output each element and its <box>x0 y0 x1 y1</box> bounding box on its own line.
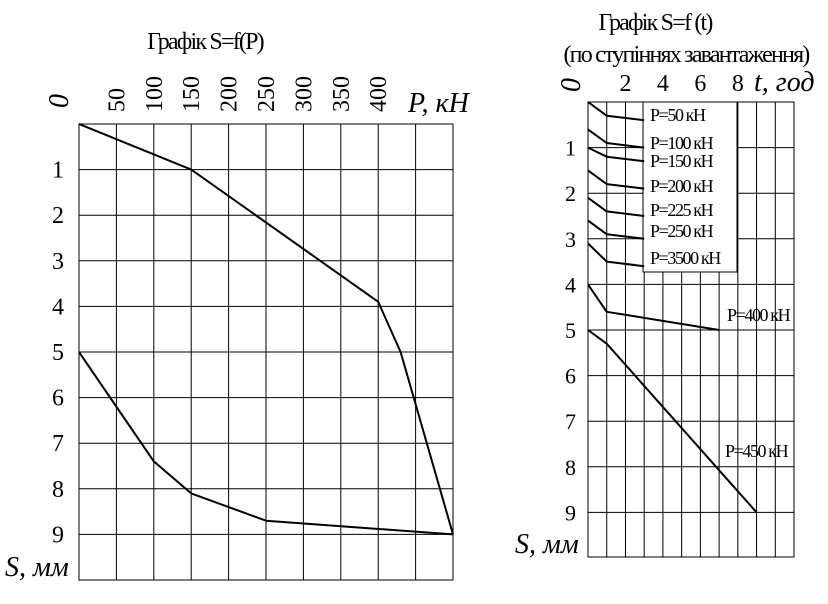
x-tick-label: 300 <box>291 76 317 112</box>
y-axis-label: S, мм <box>515 529 579 560</box>
y-tick-label: 4 <box>52 294 64 320</box>
y-tick-label: 3 <box>52 249 64 275</box>
y-tick-label: 6 <box>52 386 64 412</box>
series-label: P=450 кН <box>725 441 789 461</box>
series-label: P=3500 кН <box>650 248 721 268</box>
origin-label: 0 <box>556 78 587 92</box>
series-line <box>587 101 645 122</box>
y-tick-label: 1 <box>565 136 576 161</box>
series-line <box>587 128 645 149</box>
origin-label: 0 <box>44 94 75 108</box>
chart-title: Графік S=f (t) <box>598 10 712 36</box>
y-tick-label: 7 <box>565 409 576 434</box>
y-tick-label: 5 <box>52 340 64 366</box>
y-tick-label: 6 <box>565 364 576 389</box>
x-tick-label: 250 <box>254 76 280 112</box>
series-line <box>587 329 758 514</box>
series-label: P=200 кН <box>650 176 714 196</box>
series-line <box>587 219 645 240</box>
y-tick-label: 9 <box>52 522 64 548</box>
series-line <box>587 169 645 190</box>
chart-subtitle: (по ступіннях завантаження) <box>563 42 809 68</box>
series-line-loading <box>78 123 454 535</box>
series-label: P=250 кН <box>650 221 714 241</box>
x-tick-label: 2 <box>619 71 631 97</box>
chart-title: Графік S=f(P) <box>147 29 264 55</box>
y-tick-label: 8 <box>565 455 576 480</box>
y-tick-label: 7 <box>52 431 64 457</box>
y-tick-label: 1 <box>52 158 64 184</box>
series-label: P=50 кН <box>650 105 706 125</box>
series-line <box>587 283 720 331</box>
x-axis-label: t, год <box>754 67 815 98</box>
settlement-load-chart: Графік S=f(P) 0 50 100 150 200 250 300 350 400 P, … <box>5 29 471 583</box>
series-label: P=150 кН <box>650 151 714 171</box>
series-label: P=400 кН <box>727 305 791 325</box>
x-tick-label: 400 <box>366 76 392 112</box>
x-tick-label: 200 <box>217 76 243 112</box>
label-box <box>642 101 738 273</box>
y-tick-label: 4 <box>565 272 576 297</box>
x-tick-label: 4 <box>657 71 669 97</box>
x-tick-label: 100 <box>142 76 168 112</box>
series-label: P=100 кН <box>650 133 714 153</box>
y-tick-label: 3 <box>565 227 576 252</box>
y-tick-label: 8 <box>52 477 64 503</box>
x-tick-label: 50 <box>104 88 130 112</box>
settlement-time-chart: Графік S=f (t) (по ступіннях завантаження… <box>515 10 815 560</box>
x-tick-label: 6 <box>694 71 706 97</box>
x-tick-label: 8 <box>732 71 744 97</box>
y-tick-label: 2 <box>52 203 64 229</box>
series-line-unloading <box>78 351 454 536</box>
x-axis-label: P, кН <box>407 88 471 119</box>
series-label: P=225 кН <box>650 200 714 220</box>
x-tick-label: 150 <box>179 76 205 112</box>
series-line <box>587 242 645 268</box>
series-line <box>587 146 645 163</box>
y-axis-label: S, мм <box>5 552 69 583</box>
y-tick-label: 9 <box>565 500 576 525</box>
x-tick-label: 350 <box>329 76 355 112</box>
y-tick-label: 5 <box>565 318 576 343</box>
series-line <box>587 196 645 217</box>
y-tick-label: 2 <box>565 181 576 206</box>
